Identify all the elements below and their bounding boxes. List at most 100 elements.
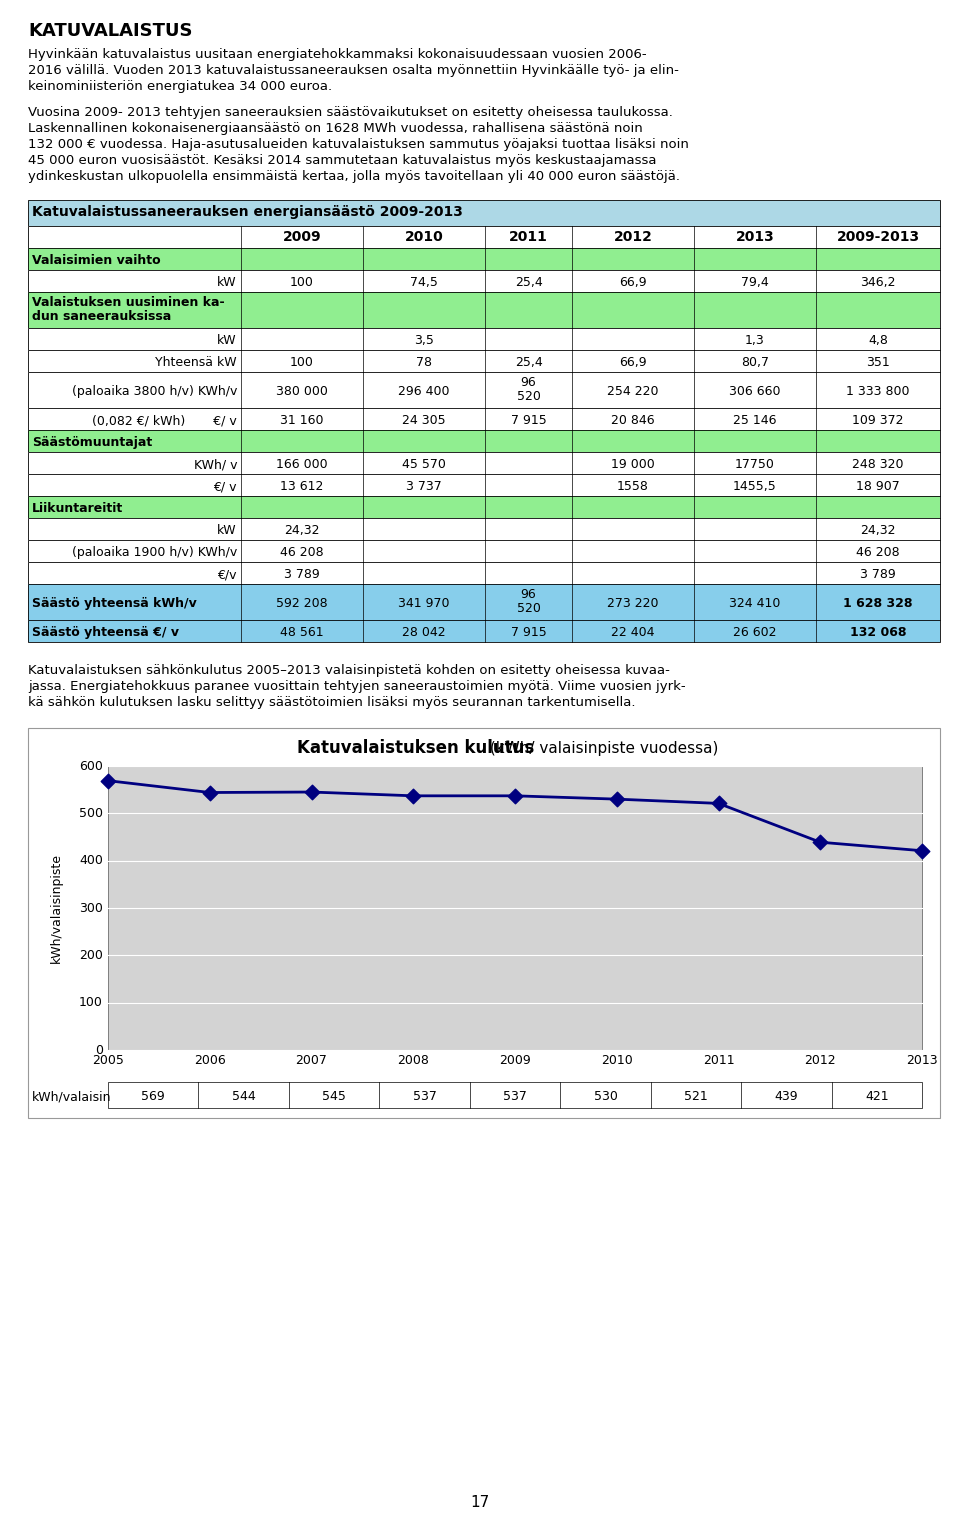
Text: ydinkeskustan ulkopuolella ensimmäistä kertaa, jolla myös tavoitellaan yli 40 00: ydinkeskustan ulkopuolella ensimmäistä k…: [28, 169, 680, 183]
Text: 132 068: 132 068: [850, 625, 906, 639]
Text: 17: 17: [470, 1494, 490, 1510]
Text: 521: 521: [684, 1090, 708, 1103]
Text: 1 333 800: 1 333 800: [847, 384, 910, 398]
Point: [609, 787, 624, 811]
Text: KATUVALAISTUS: KATUVALAISTUS: [28, 21, 193, 40]
Text: kW: kW: [217, 276, 237, 290]
Text: 17750: 17750: [735, 458, 775, 471]
Text: kWh/valaisin: kWh/valaisin: [32, 1090, 111, 1103]
Text: (paloaika 3800 h/v) KWh/v: (paloaika 3800 h/v) KWh/v: [72, 384, 237, 398]
Bar: [28, 474, 940, 496]
Bar: [28, 328, 940, 351]
Text: 421: 421: [865, 1090, 889, 1103]
Text: 273 220: 273 220: [608, 596, 659, 610]
Text: 520: 520: [516, 390, 540, 403]
Text: 2011: 2011: [703, 1054, 734, 1067]
Text: 254 220: 254 220: [608, 384, 659, 398]
Text: KWh/ v: KWh/ v: [194, 458, 237, 471]
Text: 1455,5: 1455,5: [733, 480, 777, 493]
Text: 96: 96: [520, 589, 537, 601]
Text: 31 160: 31 160: [280, 413, 324, 427]
Text: 78: 78: [416, 355, 432, 369]
Bar: [28, 351, 940, 372]
Text: 48 561: 48 561: [280, 625, 324, 639]
Text: 3,5: 3,5: [414, 334, 434, 348]
Text: 2009: 2009: [282, 230, 322, 244]
Text: 1 628 328: 1 628 328: [843, 596, 913, 610]
Bar: [28, 249, 940, 270]
Text: Katuvalaistuksen kulutus: Katuvalaistuksen kulutus: [298, 740, 535, 756]
Text: 74,5: 74,5: [410, 276, 438, 290]
Text: 400: 400: [79, 854, 103, 868]
Text: €/ v: €/ v: [213, 480, 237, 493]
Text: 324 410: 324 410: [730, 596, 780, 610]
Text: jassa. Energiatehokkuus paranee vuosittain tehtyjen saneeraustoimien myötä. Viim: jassa. Energiatehokkuus paranee vuositta…: [28, 680, 685, 692]
Bar: [28, 496, 940, 518]
Text: 100: 100: [79, 996, 103, 1010]
Text: Säästö yhteensä kWh/v: Säästö yhteensä kWh/v: [32, 596, 197, 610]
Text: 537: 537: [503, 1090, 527, 1103]
Text: 439: 439: [775, 1090, 798, 1103]
Text: 520: 520: [516, 602, 540, 615]
Text: 592 208: 592 208: [276, 596, 327, 610]
Text: 20 846: 20 846: [612, 413, 655, 427]
Text: 1558: 1558: [617, 480, 649, 493]
Text: 45 000 euron vuosisäästöt. Kesäksi 2014 sammutetaan katuvalaistus myös keskustaa: 45 000 euron vuosisäästöt. Kesäksi 2014 …: [28, 154, 657, 168]
Text: Liikuntareitit: Liikuntareitit: [32, 502, 123, 515]
Text: 500: 500: [79, 807, 103, 820]
Text: (kWh/ valaisinpiste vuodessa): (kWh/ valaisinpiste vuodessa): [485, 741, 718, 755]
Text: 2009: 2009: [499, 1054, 531, 1067]
Text: 22 404: 22 404: [612, 625, 655, 639]
Text: 25,4: 25,4: [515, 355, 542, 369]
Text: 80,7: 80,7: [741, 355, 769, 369]
Point: [101, 769, 115, 793]
Text: 0: 0: [95, 1043, 103, 1057]
Bar: [28, 474, 940, 496]
Text: kWh/valaisinpiste: kWh/valaisinpiste: [50, 852, 62, 962]
Text: 306 660: 306 660: [730, 384, 780, 398]
Bar: [28, 518, 940, 540]
Text: 200: 200: [79, 949, 103, 962]
Point: [914, 839, 929, 863]
Text: 530: 530: [593, 1090, 617, 1103]
Text: 248 320: 248 320: [852, 458, 903, 471]
Text: Laskennallinen kokonaisenergiaansäästö on 1628 MWh vuodessa, rahallisena säästön: Laskennallinen kokonaisenergiaansäästö o…: [28, 122, 643, 136]
Bar: [28, 496, 940, 518]
Text: 7 915: 7 915: [511, 625, 546, 639]
Bar: [28, 563, 940, 584]
Text: 96: 96: [520, 377, 537, 389]
Text: 109 372: 109 372: [852, 413, 903, 427]
Text: 24,32: 24,32: [860, 525, 896, 537]
Text: 2005: 2005: [92, 1054, 124, 1067]
Text: 79,4: 79,4: [741, 276, 769, 290]
Text: 26 602: 26 602: [733, 625, 777, 639]
Bar: [28, 409, 940, 430]
Text: Valaisimien vaihto: Valaisimien vaihto: [32, 255, 160, 267]
Text: 4,8: 4,8: [868, 334, 888, 348]
Text: Katuvalaistuksen sähkönkulutus 2005–2013 valaisinpistetä kohden on esitetty ohei: Katuvalaistuksen sähkönkulutus 2005–2013…: [28, 663, 670, 677]
Text: 380 000: 380 000: [276, 384, 328, 398]
Text: 300: 300: [79, 901, 103, 915]
Text: 166 000: 166 000: [276, 458, 327, 471]
Text: 341 970: 341 970: [398, 596, 449, 610]
Text: 296 400: 296 400: [398, 384, 449, 398]
Text: 2010: 2010: [601, 1054, 633, 1067]
Text: 2012: 2012: [613, 230, 653, 244]
Bar: [28, 291, 940, 328]
Text: Valaistuksen uusiminen ka-: Valaistuksen uusiminen ka-: [32, 296, 225, 310]
Bar: [28, 584, 940, 621]
Bar: [28, 372, 940, 409]
Text: 3 789: 3 789: [860, 567, 896, 581]
Bar: [28, 540, 940, 563]
Bar: [28, 226, 940, 249]
Text: 100: 100: [290, 276, 314, 290]
Bar: [28, 621, 940, 642]
Bar: [28, 351, 940, 372]
Bar: [28, 563, 940, 584]
Text: 46 208: 46 208: [280, 546, 324, 560]
Point: [812, 830, 828, 854]
Bar: [28, 621, 940, 642]
Text: 7 915: 7 915: [511, 413, 546, 427]
Bar: [28, 328, 940, 351]
Text: 2010: 2010: [404, 230, 444, 244]
